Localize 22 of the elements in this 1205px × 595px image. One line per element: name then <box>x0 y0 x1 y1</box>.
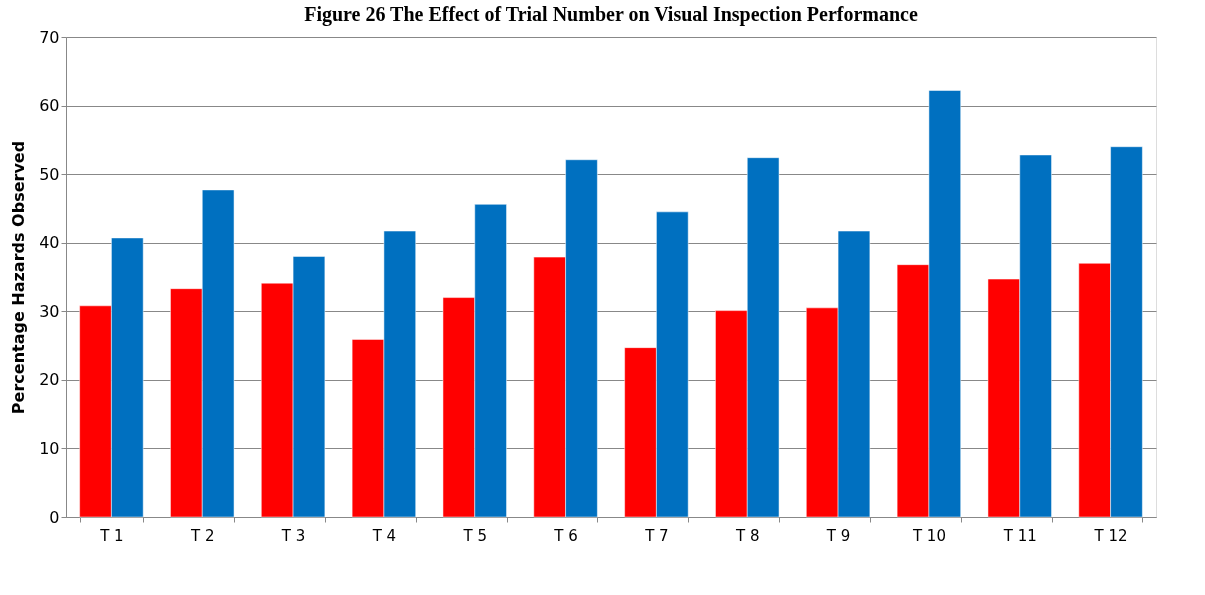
y-tick-label: 0 <box>49 507 60 527</box>
y-tick-label: 10 <box>39 438 60 458</box>
chart-title: Figure 26 The Effect of Trial Number on Visual Inspection Performance <box>304 3 918 26</box>
x-tick-label: T 3 <box>280 526 306 545</box>
x-tick-label: T 1 <box>99 526 124 545</box>
x-tick-label: T 10 <box>911 526 946 545</box>
y-tick-label: 40 <box>39 233 60 253</box>
y-tick-label: 20 <box>39 370 60 390</box>
y-axis-title: Percentage Hazards Observed <box>9 140 29 415</box>
x-tick-label: T 9 <box>825 526 851 545</box>
x-tick-label: T 5 <box>462 526 487 545</box>
x-tick-label: T 11 <box>1002 526 1037 545</box>
x-tick-label: T 2 <box>190 526 215 545</box>
x-tick-label: T 4 <box>371 526 397 545</box>
y-tick-label: 50 <box>39 164 60 184</box>
x-tick-label: T 7 <box>644 526 669 545</box>
y-tick-label: 70 <box>39 27 60 47</box>
x-tick-label: T 12 <box>1093 526 1128 545</box>
y-tick-label: 60 <box>39 96 60 116</box>
x-tick-label: T 6 <box>553 526 578 545</box>
x-tick-label: T 8 <box>735 526 760 545</box>
y-tick-label: 30 <box>39 301 60 321</box>
